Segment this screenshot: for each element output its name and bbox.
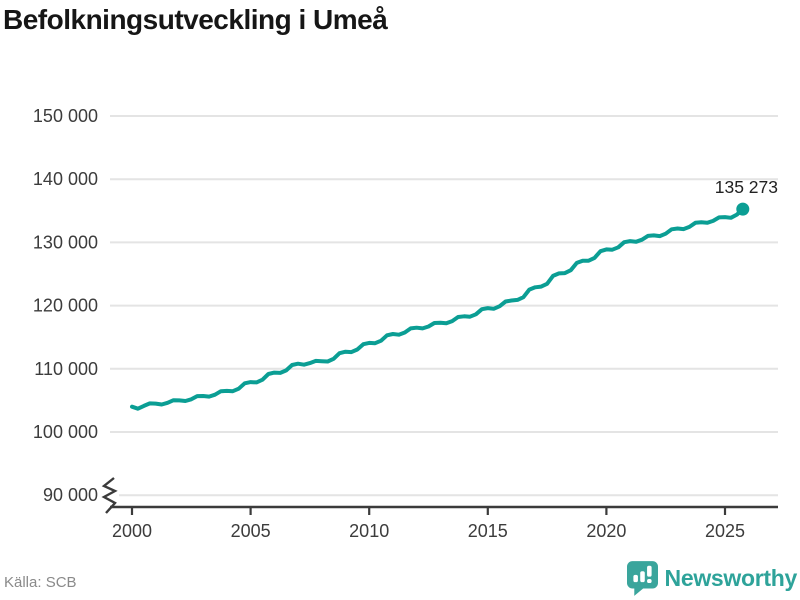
newsworthy-icon xyxy=(626,561,658,596)
end-point-marker xyxy=(736,202,750,216)
y-tick-label: 120 000 xyxy=(33,296,98,316)
y-tick-label: 140 000 xyxy=(33,169,98,189)
x-tick-label: 2000 xyxy=(112,521,152,541)
x-axis-ticks-group: 2000 2005 2010 2015 2020 2025 xyxy=(112,507,745,541)
brand-name: Newsworthy xyxy=(664,565,798,591)
axis-break-icon xyxy=(101,477,118,514)
x-tick-label: 2005 xyxy=(231,521,271,541)
y-tick-label: 150 000 xyxy=(33,106,98,126)
y-tick-label: 130 000 xyxy=(33,232,98,252)
chart-title: Befolkningsutveckling i Umeå xyxy=(3,4,388,35)
y-tick-label: 100 000 xyxy=(33,422,98,442)
x-tick-label: 2020 xyxy=(586,521,626,541)
population-line xyxy=(130,207,745,411)
y-tick-label: 110 000 xyxy=(34,359,98,379)
x-tick-label: 2015 xyxy=(468,521,508,541)
x-tick-label: 2010 xyxy=(349,521,389,541)
source-note: Källa: SCB xyxy=(4,574,77,591)
y-tick-label: 90 000 xyxy=(43,485,98,505)
y-axis-labels-group: 150 000 140 000 130 000 120 000 110 000 100 0… xyxy=(33,106,98,505)
end-value-label: 135 273 xyxy=(715,177,778,197)
gridlines-group xyxy=(110,115,778,497)
brand-logo: Newsworthy xyxy=(626,561,798,596)
x-tick-label: 2025 xyxy=(705,521,745,541)
